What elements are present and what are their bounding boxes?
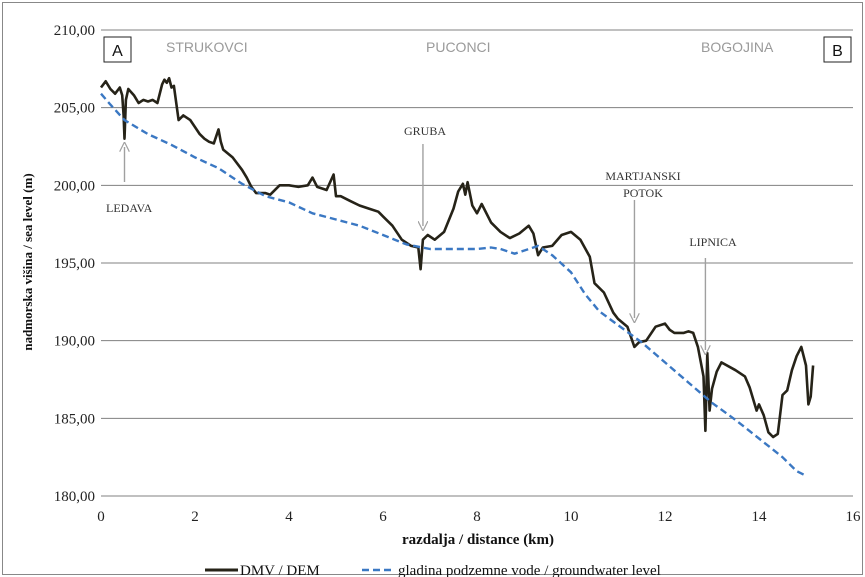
place-label: STRUKOVCI <box>166 39 248 55</box>
stream-label-line: POTOK <box>623 186 663 200</box>
y-tick-label: 190,00 <box>54 334 95 350</box>
corner-label: A <box>112 43 123 60</box>
stream-label: MARTJANSKI POTOK <box>605 169 680 200</box>
corner-label: B <box>832 43 843 60</box>
y-tick-label: 205,00 <box>54 101 95 117</box>
x-tick-label: 2 <box>191 509 199 525</box>
y-tick-label: 180,00 <box>54 489 95 505</box>
stream-label: GRUBA <box>404 124 446 138</box>
x-tick-label: 16 <box>846 509 862 525</box>
y-tick-label: 210,00 <box>54 23 95 39</box>
series-lines <box>99 76 815 477</box>
x-tick-label: 12 <box>658 509 673 525</box>
x-tick-label: 4 <box>285 509 293 525</box>
y-tick-label: 195,00 <box>54 256 95 272</box>
x-tick-label: 14 <box>752 509 768 525</box>
corner-label-box <box>823 36 852 63</box>
place-label: PUCONCI <box>426 39 491 55</box>
legend: DMV / DEM gladina podzemne vode / groundw… <box>205 563 661 577</box>
x-axis-title: razdalja / distance (km) <box>402 532 554 548</box>
x-tick-label: 10 <box>564 509 579 525</box>
y-tick-labels: 180,00 185,00 190,00 195,00 200,00 205,00 210,… <box>54 23 95 505</box>
stream-annotations: LEDAVA GRUBA MARTJANSKI POTOK LIPNICA <box>106 124 737 350</box>
stream-label: LEDAVA <box>106 201 153 215</box>
groundwater-level-line <box>100 92 807 477</box>
place-label: BOGOJINA <box>701 39 774 55</box>
y-tick-label: 185,00 <box>54 411 95 427</box>
legend-label-dem: DMV / DEM <box>240 563 320 577</box>
stream-label-line: MARTJANSKI <box>605 169 680 183</box>
corner-label-box <box>103 36 132 63</box>
legend-label-groundwater: gladina podzemne vode / groundwater leve… <box>398 563 661 577</box>
place-labels: STRUKOVCI PUCONCI BOGOJINA <box>166 39 774 55</box>
x-tick-label: 6 <box>379 509 387 525</box>
y-axis-title: nadmorska višina / sea level (m) <box>20 173 35 350</box>
y-tick-label: 200,00 <box>54 178 95 194</box>
x-tick-label: 0 <box>97 509 105 525</box>
stream-label: LIPNICA <box>689 235 737 249</box>
gridlines <box>101 29 853 497</box>
dem-elevation-line <box>99 76 815 439</box>
x-tick-label: 8 <box>473 509 481 525</box>
x-tick-labels: 0 2 4 6 8 10 12 14 16 <box>97 509 861 525</box>
